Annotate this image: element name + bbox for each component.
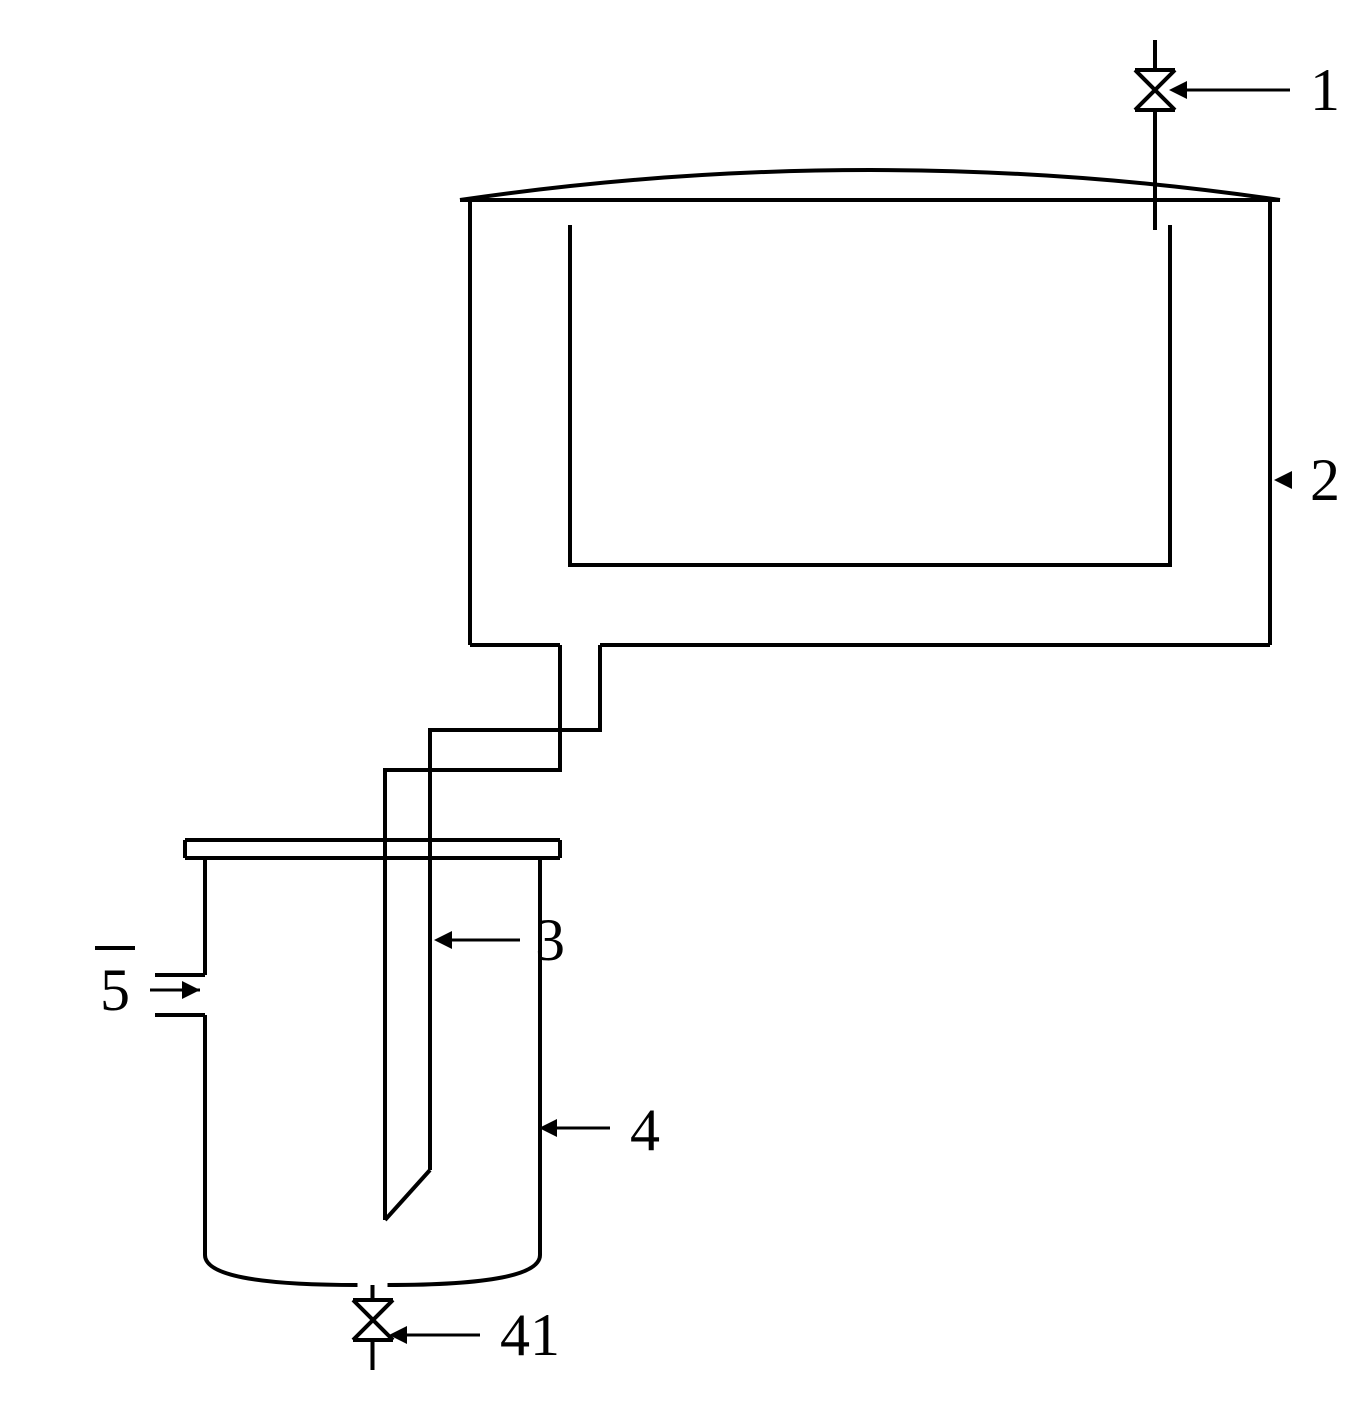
process-diagram: 1 2 3 4 5 41 bbox=[0, 0, 1372, 1420]
pipe-right-wall bbox=[430, 645, 600, 1170]
upper-tank-inner-u bbox=[570, 225, 1170, 565]
valve-1-icon bbox=[1135, 70, 1175, 110]
label-4: 4 bbox=[630, 1097, 660, 1163]
valve-41-icon bbox=[353, 1300, 393, 1340]
label-41: 41 bbox=[500, 1302, 560, 1368]
label-3: 3 bbox=[535, 907, 565, 973]
label-1: 1 bbox=[1310, 57, 1340, 123]
lower-tank-bottom-right bbox=[388, 1255, 541, 1285]
lower-tank-bottom-left bbox=[205, 1255, 358, 1285]
pipe-tip bbox=[385, 1170, 430, 1220]
label-2: 2 bbox=[1310, 447, 1340, 513]
label-5: 5 bbox=[100, 957, 130, 1023]
